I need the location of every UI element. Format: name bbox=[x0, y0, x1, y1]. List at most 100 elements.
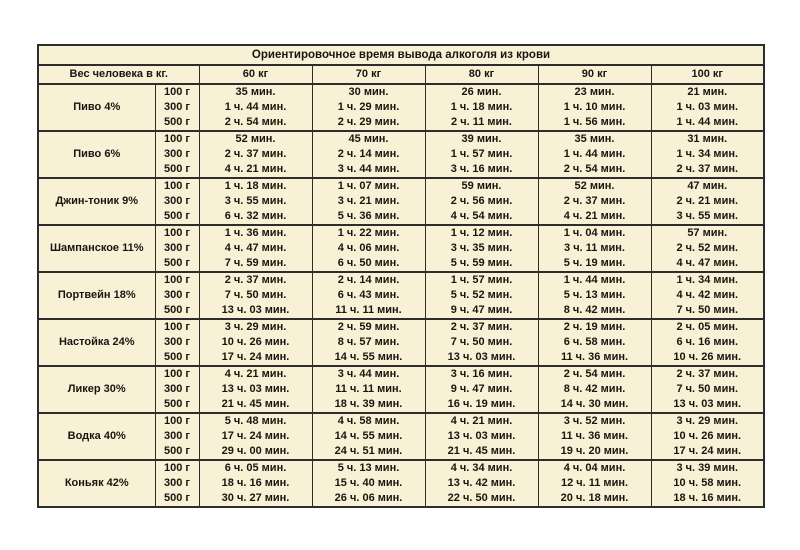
time-cell: 8 ч. 42 мин. bbox=[537, 303, 652, 320]
amount-cell: 300 г bbox=[154, 241, 200, 257]
time-cell: 8 ч. 42 мин. bbox=[537, 382, 652, 398]
time-cell: 2 ч. 37 мин. bbox=[537, 194, 652, 210]
time-cell: 21 ч. 45 мин. bbox=[198, 397, 313, 414]
amount-cell: 500 г bbox=[154, 350, 200, 367]
amount-cell: 500 г bbox=[154, 303, 200, 320]
time-cell: 5 ч. 52 мин. bbox=[424, 288, 539, 304]
time-cell: 18 ч. 16 мин. bbox=[198, 476, 313, 492]
drink-name-cell: Коньяк 42% bbox=[37, 459, 156, 508]
time-cell: 2 ч. 59 мин. bbox=[311, 318, 426, 336]
amount-cell: 500 г bbox=[154, 491, 200, 508]
time-cell: 4 ч. 47 мин. bbox=[198, 241, 313, 257]
time-cell: 5 ч. 59 мин. bbox=[424, 256, 539, 273]
drink-name-cell: Джин-тоник 9% bbox=[37, 177, 156, 226]
amount-cell: 100 г bbox=[154, 412, 200, 430]
time-cell: 10 ч. 26 мин. bbox=[650, 350, 765, 367]
time-cell: 26 мин. bbox=[424, 83, 539, 101]
time-cell: 3 ч. 16 мин. bbox=[424, 162, 539, 179]
time-cell: 2 ч. 54 мин. bbox=[537, 365, 652, 383]
time-cell: 4 ч. 04 мин. bbox=[537, 459, 652, 477]
time-cell: 57 мин. bbox=[650, 224, 765, 242]
time-cell: 13 ч. 03 мин. bbox=[198, 382, 313, 398]
time-cell: 13 ч. 03 мин. bbox=[650, 397, 765, 414]
time-cell: 2 ч. 52 мин. bbox=[650, 241, 765, 257]
time-cell: 52 мин. bbox=[537, 177, 652, 195]
time-cell: 12 ч. 11 мин. bbox=[537, 476, 652, 492]
time-cell: 4 ч. 21 мин. bbox=[198, 162, 313, 179]
time-cell: 14 ч. 30 мин. bbox=[537, 397, 652, 414]
time-cell: 3 ч. 21 мин. bbox=[311, 194, 426, 210]
weight-column-header: 70 кг bbox=[311, 64, 426, 85]
time-cell: 8 ч. 57 мин. bbox=[311, 335, 426, 351]
amount-cell: 500 г bbox=[154, 256, 200, 273]
time-cell: 1 ч. 22 мин. bbox=[311, 224, 426, 242]
drink-group: Пиво 6% 100 г 52 мин. 45 мин. 39 мин. 35 мин.… bbox=[37, 130, 765, 179]
amount-cell: 300 г bbox=[154, 194, 200, 210]
amount-cell: 300 г bbox=[154, 288, 200, 304]
time-cell: 5 ч. 19 мин. bbox=[537, 256, 652, 273]
amount-cell: 100 г bbox=[154, 224, 200, 242]
time-cell: 17 ч. 24 мин. bbox=[198, 350, 313, 367]
time-cell: 11 ч. 36 мин. bbox=[537, 350, 652, 367]
weight-column-header: 80 кг bbox=[424, 64, 539, 85]
time-cell: 1 ч. 07 мин. bbox=[311, 177, 426, 195]
time-cell: 23 мин. bbox=[537, 83, 652, 101]
time-cell: 6 ч. 50 мин. bbox=[311, 256, 426, 273]
time-cell: 18 ч. 16 мин. bbox=[650, 491, 765, 508]
time-cell: 1 ч. 44 мин. bbox=[537, 271, 652, 289]
time-cell: 6 ч. 05 мин. bbox=[198, 459, 313, 477]
time-cell: 35 мин. bbox=[537, 130, 652, 148]
weight-header-row: Вес человека в кг. 60 кг 70 кг 80 кг 90 кг 1… bbox=[37, 64, 765, 85]
amount-cell: 300 г bbox=[154, 100, 200, 116]
time-cell: 31 мин. bbox=[650, 130, 765, 148]
time-cell: 26 ч. 06 мин. bbox=[311, 491, 426, 508]
time-cell: 47 мин. bbox=[650, 177, 765, 195]
table-row: Пиво 6% 100 г 52 мин. 45 мин. 39 мин. 35 мин.… bbox=[37, 130, 765, 179]
time-cell: 11 ч. 36 мин. bbox=[537, 429, 652, 445]
time-cell: 1 ч. 36 мин. bbox=[198, 224, 313, 242]
drink-name-cell: Шампанское 11% bbox=[37, 224, 156, 273]
time-cell: 2 ч. 37 мин. bbox=[198, 147, 313, 163]
time-cell: 17 ч. 24 мин. bbox=[198, 429, 313, 445]
table-row: 300 г 10 ч. 26 мин. 8 ч. 57 мин. 7 ч. 50 ми… bbox=[38, 335, 765, 351]
time-cell: 39 мин. bbox=[424, 130, 539, 148]
time-cell: 1 ч. 56 мин. bbox=[537, 115, 652, 132]
time-cell: 1 ч. 04 мин. bbox=[537, 224, 652, 242]
table-row: 300 г 13 ч. 03 мин. 11 ч. 11 мин. 9 ч. 47 м… bbox=[38, 382, 765, 398]
amount-cell: 500 г bbox=[154, 397, 200, 414]
time-cell: 2 ч. 14 мин. bbox=[311, 147, 426, 163]
drink-name-cell: Пиво 4% bbox=[37, 83, 156, 132]
time-cell: 2 ч. 37 мин. bbox=[424, 318, 539, 336]
time-cell: 4 ч. 42 мин. bbox=[650, 288, 765, 304]
time-cell: 14 ч. 55 мин. bbox=[311, 429, 426, 445]
table-row: 500 г 30 ч. 27 мин. 26 ч. 06 мин. 22 ч. 50 … bbox=[38, 491, 765, 508]
time-cell: 7 ч. 59 мин. bbox=[198, 256, 313, 273]
table-row: 300 г 18 ч. 16 мин. 15 ч. 40 мин. 13 ч. 42 … bbox=[38, 476, 765, 492]
time-cell: 59 мин. bbox=[424, 177, 539, 195]
time-cell: 3 ч. 55 мин. bbox=[198, 194, 313, 210]
time-cell: 1 ч. 29 мин. bbox=[311, 100, 426, 116]
amount-cell: 100 г bbox=[154, 130, 200, 148]
time-cell: 1 ч. 57 мин. bbox=[424, 147, 539, 163]
table-row: 300 г 17 ч. 24 мин. 14 ч. 55 мин. 13 ч. 03 … bbox=[38, 429, 765, 445]
time-cell: 52 мин. bbox=[198, 130, 313, 148]
time-cell: 1 ч. 03 мин. bbox=[650, 100, 765, 116]
amount-cell: 300 г bbox=[154, 147, 200, 163]
time-cell: 2 ч. 14 мин. bbox=[311, 271, 426, 289]
drink-group: Пиво 4% 100 г 35 мин. 30 мин. 26 мин. 23 мин.… bbox=[37, 83, 765, 132]
time-cell: 2 ч. 37 мин. bbox=[650, 365, 765, 383]
amount-cell: 500 г bbox=[154, 209, 200, 226]
table-row: 500 г 13 ч. 03 мин. 11 ч. 11 мин. 9 ч. 47 м… bbox=[38, 303, 765, 320]
time-cell: 7 ч. 50 мин. bbox=[650, 382, 765, 398]
